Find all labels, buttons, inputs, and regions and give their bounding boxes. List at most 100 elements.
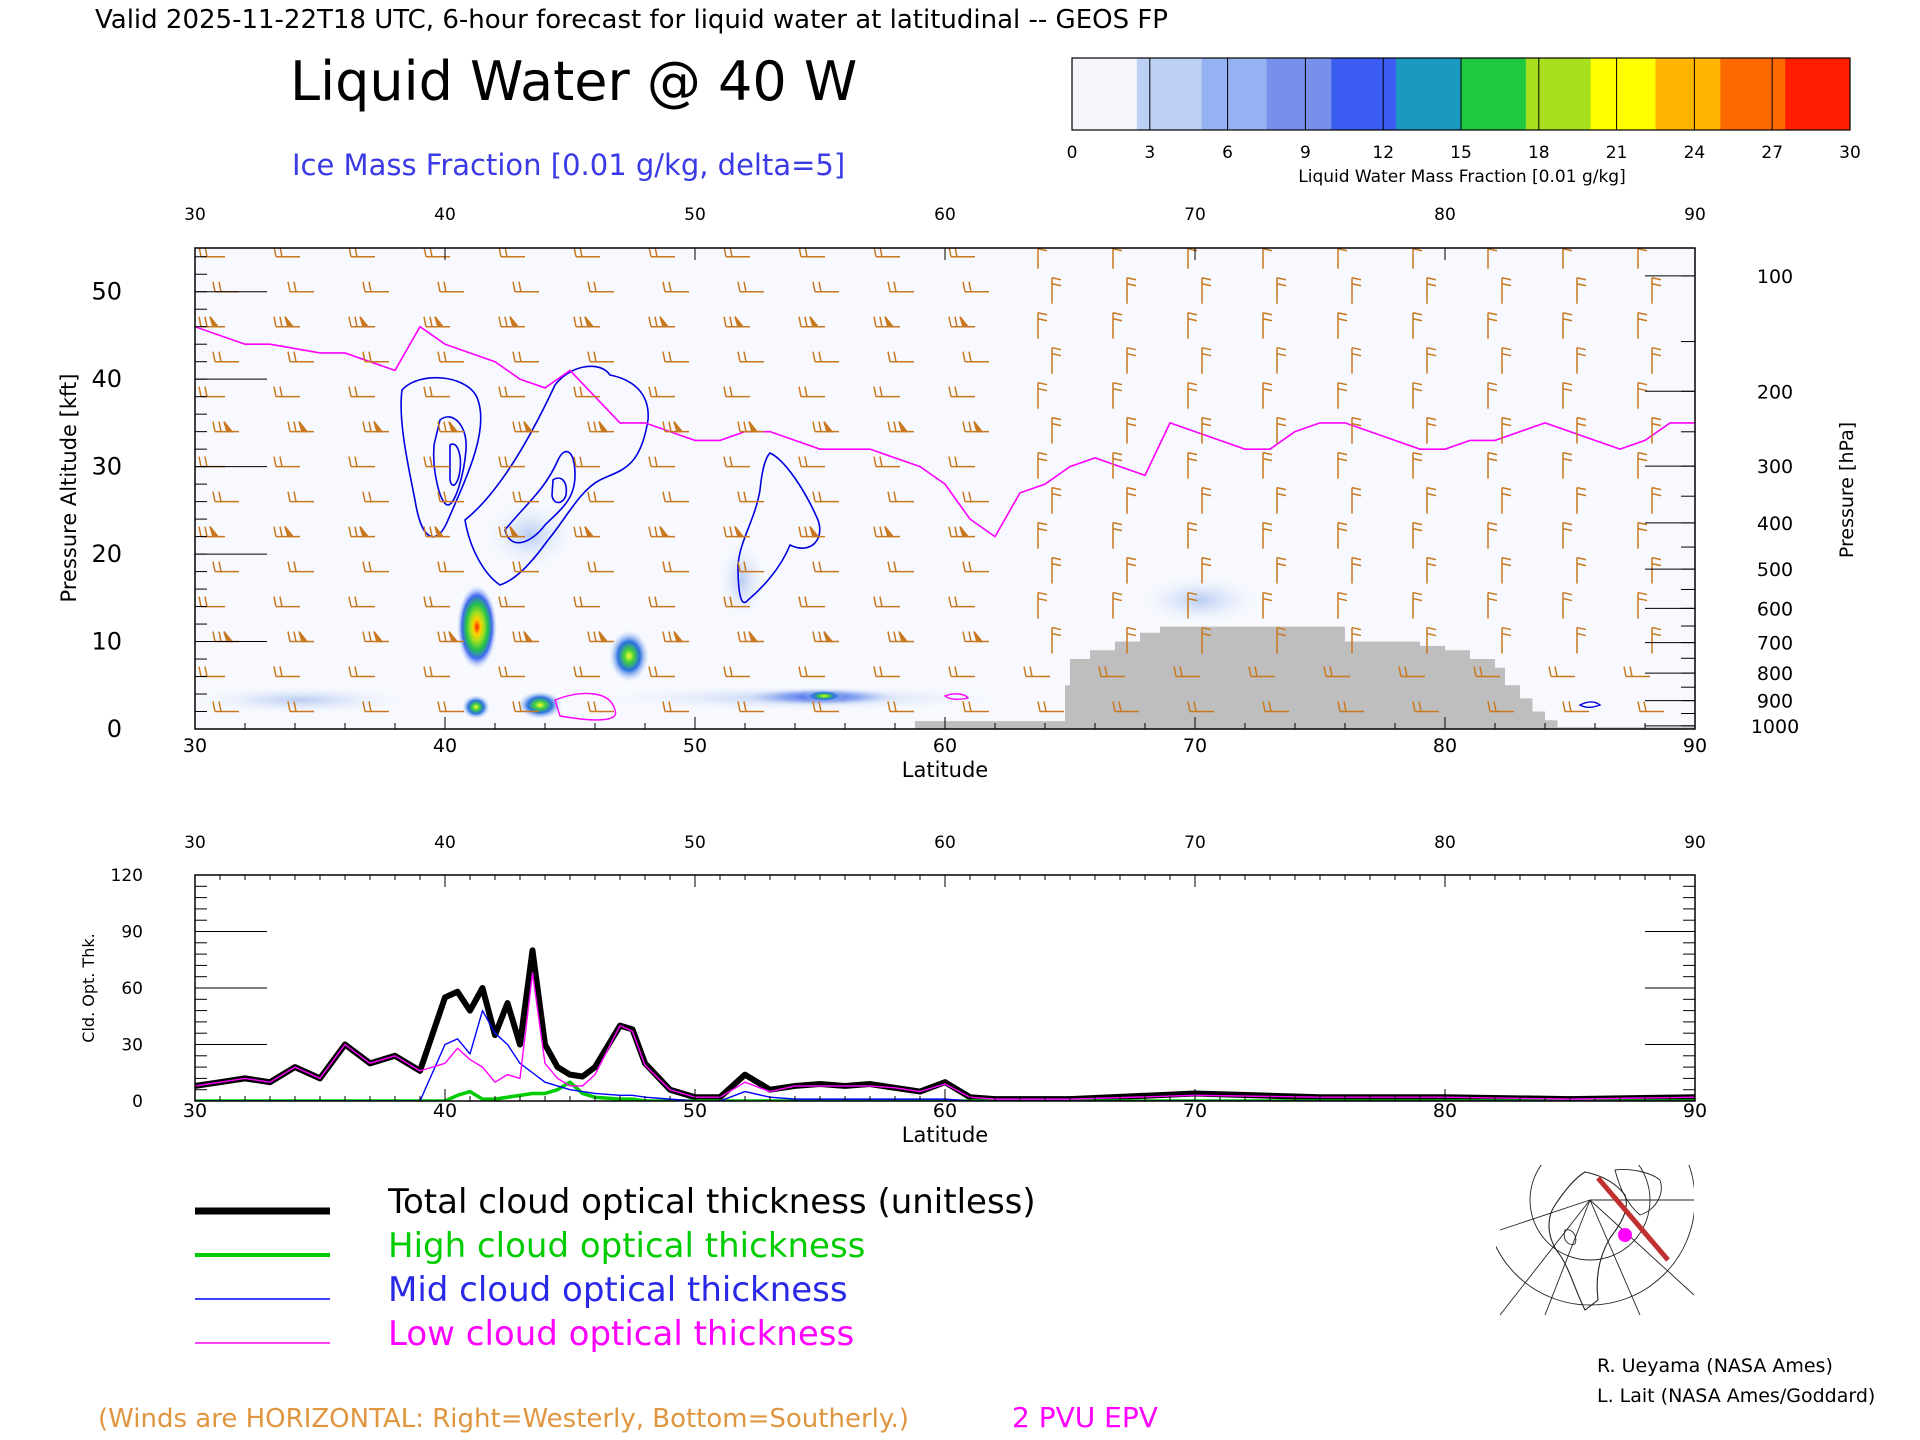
y-tick-label: 0 (107, 715, 122, 743)
wind-barb (1126, 626, 1137, 654)
wind-barb (662, 561, 689, 573)
wind-barb (1037, 381, 1048, 409)
pressure-tick-label: 700 (1757, 633, 1793, 655)
optical-thickness-panel: 30 30 40 40 50 50 60 60 70 70 80 80 90 90 0 30 60 90 120 L… (79, 833, 1707, 1147)
wind-barb (573, 456, 600, 468)
colorbar-cell (1201, 58, 1267, 130)
wind-barb (737, 421, 764, 433)
wind-barb (887, 421, 914, 433)
wind-barb (587, 561, 614, 573)
wind-barb (512, 351, 539, 363)
wind-barb (348, 526, 375, 538)
wind-barb (662, 421, 689, 433)
wind-barb (948, 596, 975, 608)
wind-barb (723, 666, 750, 678)
wind-barb (423, 666, 450, 678)
wind-barb (1248, 666, 1275, 678)
wind-barb (1501, 416, 1512, 444)
wind-barb (212, 491, 239, 503)
wind-barb (287, 421, 314, 433)
wind-barb (1051, 276, 1062, 304)
wind-barb (1351, 416, 1362, 444)
wind-barb (587, 491, 614, 503)
y-tick-label: 50 (91, 278, 122, 306)
colorbar-tick-label: 0 (1067, 143, 1078, 163)
wind-barb (587, 631, 614, 643)
wind-barb (348, 386, 375, 398)
x-tick-label: 40 (433, 735, 457, 757)
wind-barb (273, 386, 300, 398)
wind-barb (212, 351, 239, 363)
wind-barb (887, 561, 914, 573)
wind-barb (437, 421, 464, 433)
wind-barb (1651, 556, 1662, 584)
wind-barb (1548, 666, 1575, 678)
wind-barb (1576, 346, 1587, 374)
wind-barb (1487, 521, 1498, 549)
colorbar-label: Liquid Water Mass Fraction [0.01 g/kg] (1298, 167, 1625, 187)
wind-barb (498, 666, 525, 678)
wind-barb (273, 526, 300, 538)
wind-barb (573, 526, 600, 538)
series-line-high (195, 1080, 1695, 1101)
wind-barb (1051, 416, 1062, 444)
wind-barb (1562, 701, 1589, 713)
wind-barb (648, 526, 675, 538)
credit-lait: L. Lait (NASA Ames/Goddard) (1597, 1385, 1875, 1407)
colorbar-cell (1266, 58, 1332, 130)
wind-barb (1637, 701, 1664, 713)
polar-map-icon (1496, 1165, 1694, 1315)
chart-title: Liquid Water @ 40 W (290, 50, 857, 113)
wind-barb (887, 631, 914, 643)
wind-barb (1037, 701, 1064, 713)
cross-section-ylabel-right: Pressure [hPa] (1836, 422, 1858, 558)
wind-barb (573, 386, 600, 398)
x-tick-label: 60 (933, 735, 957, 757)
wind-barb (1051, 626, 1062, 654)
wind-barb (662, 281, 689, 293)
wind-barb (287, 561, 314, 573)
legend-label-low: Low cloud optical thickness (388, 1314, 854, 1354)
wind-barb (1098, 666, 1125, 678)
colorbar-tick-label: 21 (1606, 143, 1628, 163)
wind-barb (437, 491, 464, 503)
wind-barb (812, 281, 839, 293)
wind-barb (1398, 666, 1425, 678)
wind-barb (1112, 521, 1123, 549)
colorbar-cell (1785, 58, 1851, 130)
wind-barb (498, 456, 525, 468)
wind-barb (1351, 626, 1362, 654)
wind-barb (212, 421, 239, 433)
cross-section-ylabel: Pressure Altitude [kft] (57, 374, 81, 603)
wind-barb (723, 596, 750, 608)
series-line-total (195, 947, 1695, 1101)
pressure-tick-label: 600 (1757, 598, 1793, 620)
wind-barb (812, 631, 839, 643)
wind-barb (1412, 248, 1423, 269)
wind-barb (737, 701, 764, 713)
wind-barb (1262, 591, 1273, 619)
wind-barb (873, 526, 900, 538)
series-line-mid (195, 1009, 1695, 1101)
wind-barb (873, 316, 900, 328)
wind-barb (362, 421, 389, 433)
wind-barb (287, 351, 314, 363)
wind-barb (1351, 346, 1362, 374)
wind-barb (1576, 416, 1587, 444)
wind-barb (1262, 451, 1273, 479)
wind-barb (1576, 486, 1587, 514)
wind-barb (648, 386, 675, 398)
pale-cloud-52N (718, 540, 766, 620)
colorbar-tick-label: 12 (1372, 143, 1394, 163)
x-tick-label-top: 80 (1434, 833, 1456, 853)
wind-barb (498, 386, 525, 398)
wind-barb (1651, 626, 1662, 654)
wind-barb (1201, 346, 1212, 374)
wind-barb (1412, 381, 1423, 409)
wind-barb (1426, 346, 1437, 374)
colorbar-tick-label: 3 (1144, 143, 1155, 163)
wind-barb (948, 456, 975, 468)
wind-barb (948, 666, 975, 678)
wind-barb (948, 526, 975, 538)
wind-barb (1126, 416, 1137, 444)
